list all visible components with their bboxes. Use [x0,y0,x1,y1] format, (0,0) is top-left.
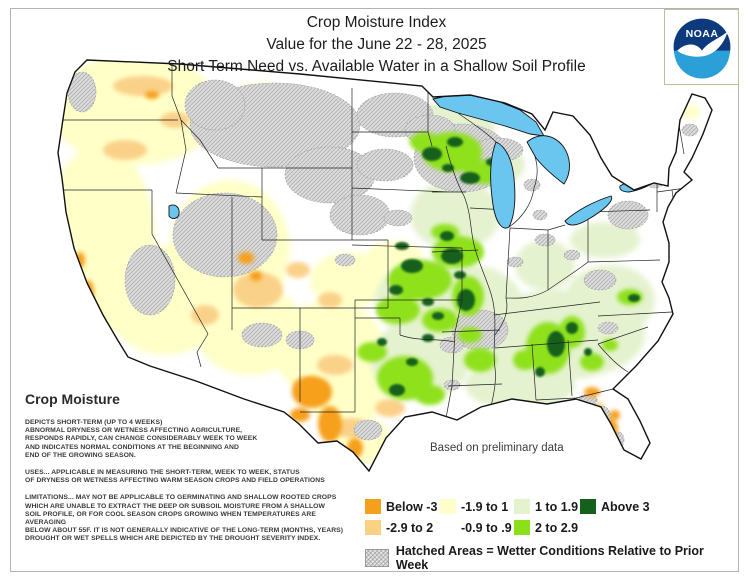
legend-swatch-2-to-29 [514,520,530,535]
legend-swatch-minus19-to-1 [440,499,456,514]
title-line-2: Value for the June 22 - 28, 2025 [266,36,487,53]
legend-swatch-above-3 [580,499,596,514]
legend-item: -1.9 to 1 [440,499,514,514]
legend-swatch-below-minus3 [365,499,381,514]
legend-row-1: Below -3 -1.9 to 1 1 to 1.9 Above 3 [365,496,737,517]
noaa-logo: NOAA [664,9,739,85]
title-line-3: Short Term Need vs. Available Water in a… [167,58,586,75]
legend-hatched-note: Hatched Areas = Wetter Conditions Relati… [395,544,704,572]
crop-moisture-description: Crop Moisture DEPICTS SHORT-TERM (UP TO … [25,391,355,553]
legend-item: Below -3 [365,499,440,514]
legend-label: -1.9 to 1 [461,499,509,514]
region-bright-green [357,132,643,405]
title-line-1: Crop Moisture Index [306,14,447,31]
noaa-logo-text: NOAA [685,28,718,40]
noaa-logo-icon: NOAA [673,18,730,79]
map-title: Crop Moisture Index Value for the June 2… [0,12,753,78]
legend-label: Below -3 [386,499,438,514]
legend-item: 2 to 2.9 [514,520,580,535]
legend-item: Above 3 [580,499,737,514]
state-boundaries [58,63,687,419]
description-heading: Crop Moisture [25,391,120,407]
legend-item: -0.9 to .9 [440,520,514,535]
us-outline [57,59,713,473]
legend: Below -3 -1.9 to 1 1 to 1.9 Above 3 -2.9… [365,496,737,572]
legend-swatch-hatched [365,549,389,567]
legend-label: Above 3 [601,499,650,514]
description-limitations: LIMITATIONS... MAY NOT BE APPLICABLE TO … [25,494,344,543]
legend-item: -2.9 to 2 [365,520,440,535]
legend-swatch-1-to-19 [514,499,530,514]
legend-swatch-minus09-to-09 [440,520,456,535]
description-depicts: DEPICTS SHORT-TERM (UP TO 4 WEEKS) ABNOR… [25,419,258,459]
legend-label: 1 to 1.9 [535,499,579,514]
legend-row-2: -2.9 to 2 -0.9 to .9 2 to 2.9 [365,517,737,538]
legend-hatched-note-row: Hatched Areas = Wetter Conditions Relati… [365,544,737,572]
legend-label: -0.9 to .9 [461,520,512,535]
legend-label: -2.9 to 2 [386,520,434,535]
legend-swatch-minus29-to-2 [365,520,381,535]
legend-item: 1 to 1.9 [514,499,580,514]
legend-label: 2 to 2.9 [535,520,579,535]
preliminary-data-note: Based on preliminary data [430,442,564,454]
description-uses: USES... APPLICABLE IN MEASURING THE SHOR… [25,469,325,485]
